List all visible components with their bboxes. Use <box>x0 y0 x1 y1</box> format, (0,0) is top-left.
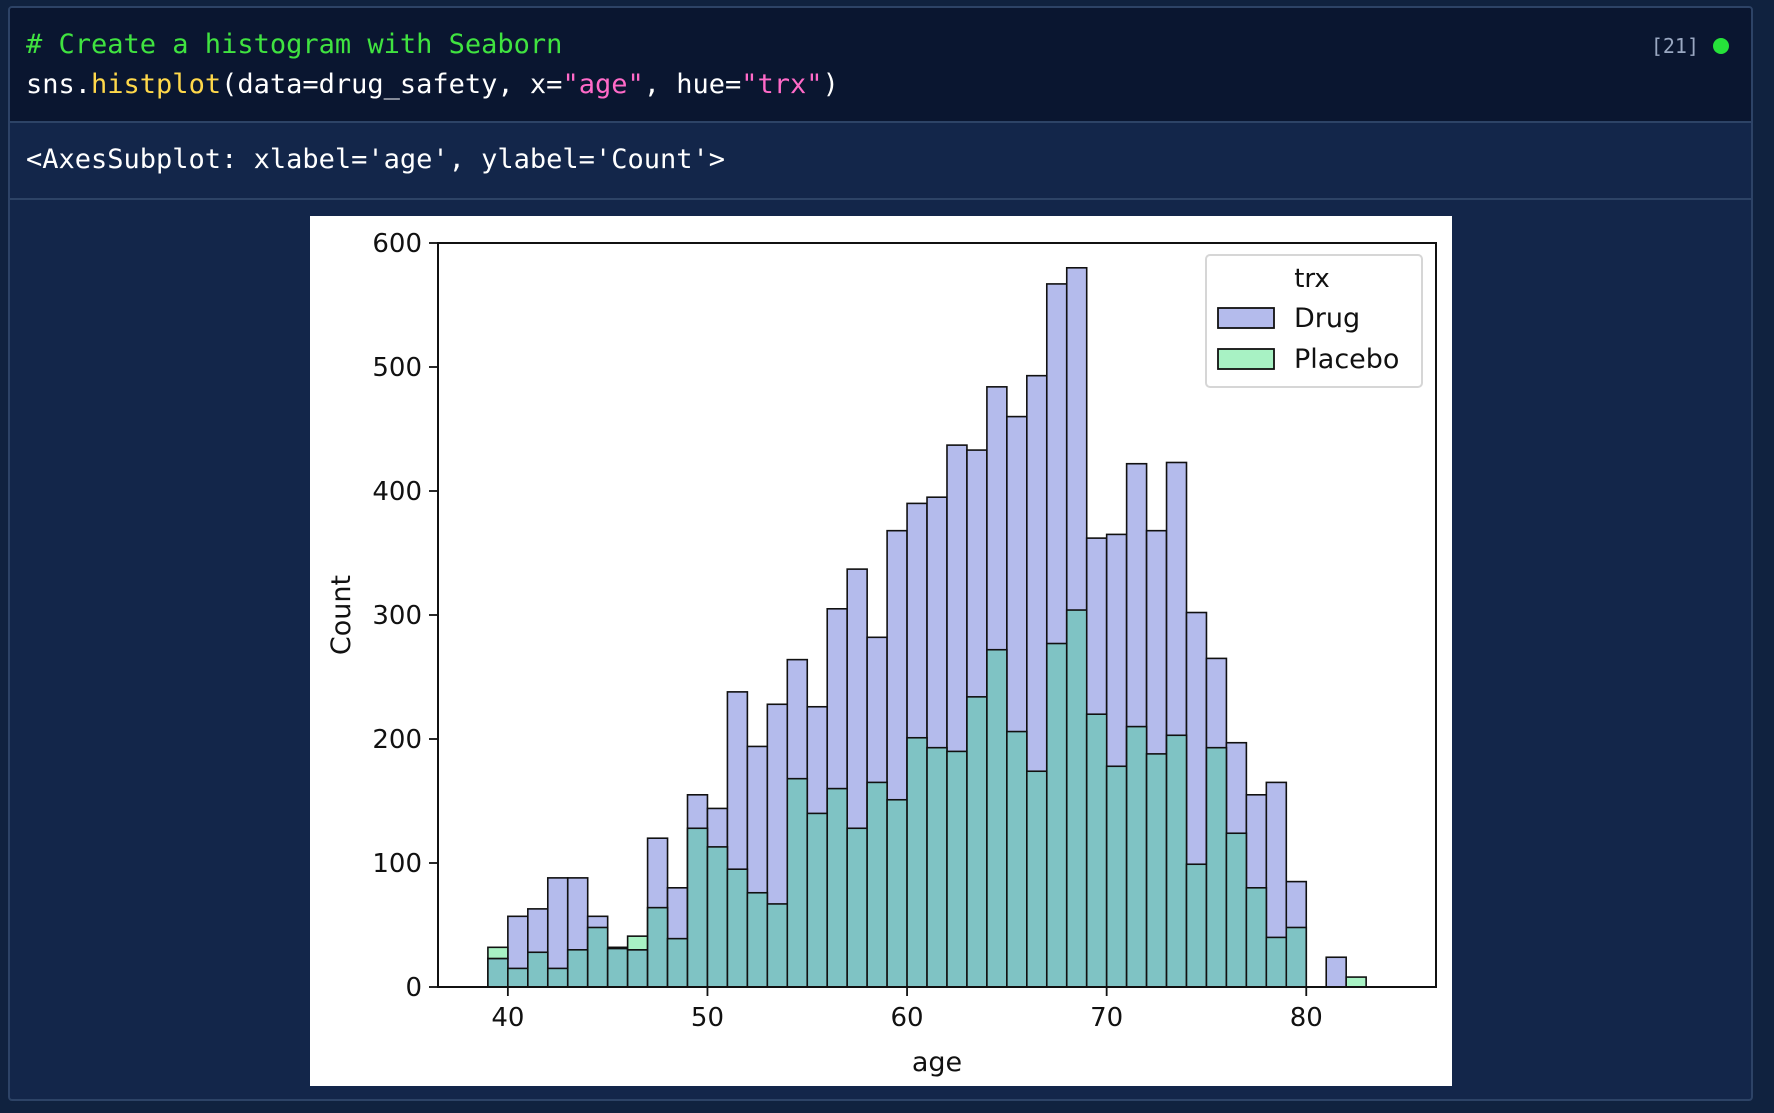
x-axis-label: age <box>912 1047 962 1078</box>
legend-swatch-placebo <box>1217 348 1275 370</box>
histogram-chart: 0 100 200 300 400 500 600 40 50 60 70 80 age Count tr… <box>326 229 1437 1078</box>
notebook-cell: # Create a histogram with Seaborn sns.hi… <box>8 6 1753 1101</box>
code-comment-line: # Create a histogram with Seaborn <box>26 28 562 62</box>
bar-placebo <box>666 937 689 988</box>
bar-placebo <box>966 696 988 988</box>
bar-placebo <box>986 648 1008 988</box>
code-function-name: histplot <box>91 69 222 100</box>
y-axis-label: Count <box>326 575 357 655</box>
bar-placebo <box>706 846 729 988</box>
code-comment: # Create a histogram with Seaborn <box>26 29 563 60</box>
bar-placebo <box>786 777 809 988</box>
bar-placebo <box>1026 770 1048 988</box>
bar-placebo <box>766 903 789 988</box>
bar-placebo <box>746 891 769 988</box>
bar-placebo <box>1345 976 1367 988</box>
y-tick-label: 0 <box>405 973 422 1003</box>
bar-placebo <box>546 967 569 988</box>
bar-placebo <box>1045 642 1068 988</box>
bar-placebo <box>726 868 749 988</box>
bar-placebo <box>806 812 829 988</box>
y-tick-label: 100 <box>372 849 422 879</box>
bar-placebo <box>487 957 509 988</box>
code-editor[interactable]: # Create a histogram with Seaborn sns.hi… <box>10 8 1751 123</box>
legend-label-drug: Drug <box>1294 303 1360 334</box>
bar-drug <box>1325 956 1347 988</box>
bar-placebo <box>946 750 968 988</box>
x-tick-label: 50 <box>691 1003 724 1033</box>
bar-placebo <box>1085 713 1108 988</box>
bar-placebo <box>1205 746 1228 988</box>
code-args-open: (data=drug_safety, x= <box>221 69 563 100</box>
y-tick-label: 600 <box>372 229 422 259</box>
bar-placebo <box>866 781 888 988</box>
bar-placebo <box>1065 609 1088 988</box>
bars-layer <box>487 266 1367 988</box>
execution-count: [21] <box>1650 34 1699 58</box>
bar-placebo <box>1105 765 1128 988</box>
output-divider <box>10 198 1751 200</box>
histogram-figure: 0 100 200 300 400 500 600 40 50 60 70 80 age Count tr… <box>310 216 1452 1086</box>
legend: trx Drug Placebo <box>1205 254 1423 388</box>
x-tick-label: 70 <box>1090 1003 1123 1033</box>
bar-placebo <box>487 946 509 960</box>
bar-placebo <box>626 948 649 988</box>
bar-placebo <box>527 951 549 988</box>
bar-placebo <box>1225 832 1248 988</box>
bar-placebo <box>686 827 709 988</box>
y-tick-label: 300 <box>372 601 422 631</box>
code-string-trx: "trx" <box>741 69 823 100</box>
bar-placebo <box>606 947 629 988</box>
x-tick-label: 40 <box>491 1003 524 1033</box>
code-args-close: ) <box>822 69 839 100</box>
bar-placebo <box>1245 886 1268 988</box>
code-module: sns. <box>26 69 92 100</box>
y-tick-label: 500 <box>372 353 422 383</box>
bar-placebo <box>1185 863 1208 988</box>
status-dot-icon <box>1713 38 1729 54</box>
bar-placebo <box>566 948 589 988</box>
bar-placebo <box>846 827 868 988</box>
y-tick-label: 200 <box>372 725 422 755</box>
code-string-age: "age" <box>562 69 644 100</box>
bar-placebo <box>626 935 649 951</box>
x-tick-label: 60 <box>891 1003 924 1033</box>
bar-placebo <box>886 798 908 988</box>
bar-placebo <box>646 906 669 988</box>
bar-placebo <box>826 787 848 988</box>
bar-placebo <box>507 967 529 988</box>
legend-title: trx <box>1294 264 1330 294</box>
legend-swatch-drug <box>1217 307 1275 329</box>
bar-placebo <box>1006 730 1028 988</box>
x-tick-label: 80 <box>1290 1003 1323 1033</box>
code-call-line: sns.histplot(data=drug_safety, x="age", … <box>26 68 839 102</box>
legend-label-placebo: Placebo <box>1294 344 1399 375</box>
bar-placebo <box>586 926 609 988</box>
bar-placebo <box>1265 936 1288 988</box>
axes-layer: 0 100 200 300 400 500 600 40 50 60 70 80 age Count <box>326 229 1437 1078</box>
bar-placebo <box>926 746 948 988</box>
bar-placebo <box>906 736 928 988</box>
bar-placebo <box>1125 725 1148 988</box>
code-args-mid: , hue= <box>643 69 742 100</box>
output-repr: <AxesSubplot: xlabel='age', ylabel='Coun… <box>26 144 725 175</box>
bar-placebo <box>1285 926 1308 988</box>
bar-placebo <box>1145 753 1168 988</box>
bar-placebo <box>1165 734 1188 988</box>
y-tick-label: 400 <box>372 477 422 507</box>
